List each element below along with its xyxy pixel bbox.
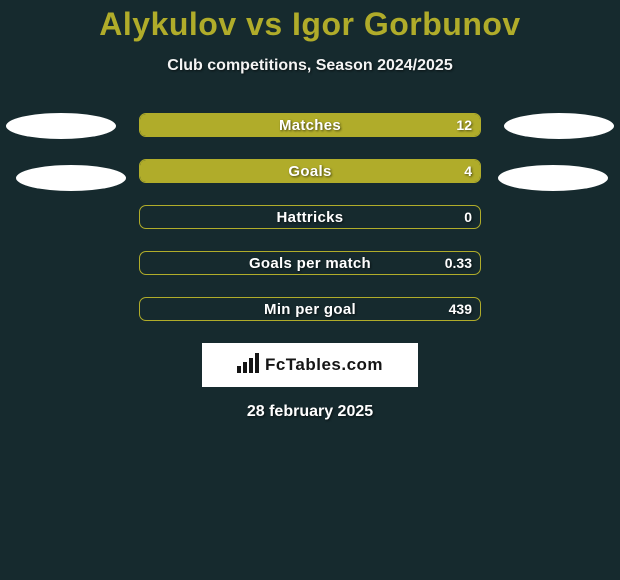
stat-row: Goals4	[0, 159, 620, 183]
stat-row: Hattricks0	[0, 205, 620, 229]
stat-value: 12	[456, 114, 472, 136]
stat-row: Goals per match0.33	[0, 251, 620, 275]
stat-value: 4	[464, 160, 472, 182]
stat-value: 439	[449, 298, 472, 320]
stat-value: 0	[464, 206, 472, 228]
stat-label: Min per goal	[140, 298, 480, 320]
stat-bar: Goals per match0.33	[139, 251, 481, 275]
logo-icon	[237, 353, 259, 377]
stat-value: 0.33	[445, 252, 472, 274]
stat-label: Goals	[140, 160, 480, 182]
stat-row: Matches12	[0, 113, 620, 137]
stat-bar: Hattricks0	[139, 205, 481, 229]
stat-label: Hattricks	[140, 206, 480, 228]
stat-bar: Goals4	[139, 159, 481, 183]
subtitle: Club competitions, Season 2024/2025	[0, 57, 620, 75]
stat-label: Goals per match	[140, 252, 480, 274]
logo-box: FcTables.com	[202, 343, 418, 387]
date-label: 28 february 2025	[0, 403, 620, 421]
stat-bar: Matches12	[139, 113, 481, 137]
stat-bar: Min per goal439	[139, 297, 481, 321]
stat-row: Min per goal439	[0, 297, 620, 321]
stats-container: Matches12 Goals4 Hattricks0 Goals per match…	[0, 113, 620, 321]
logo-text: FcTables.com	[265, 355, 383, 375]
page-title: Alykulov vs Igor Gorbunov	[0, 0, 620, 43]
stat-label: Matches	[140, 114, 480, 136]
